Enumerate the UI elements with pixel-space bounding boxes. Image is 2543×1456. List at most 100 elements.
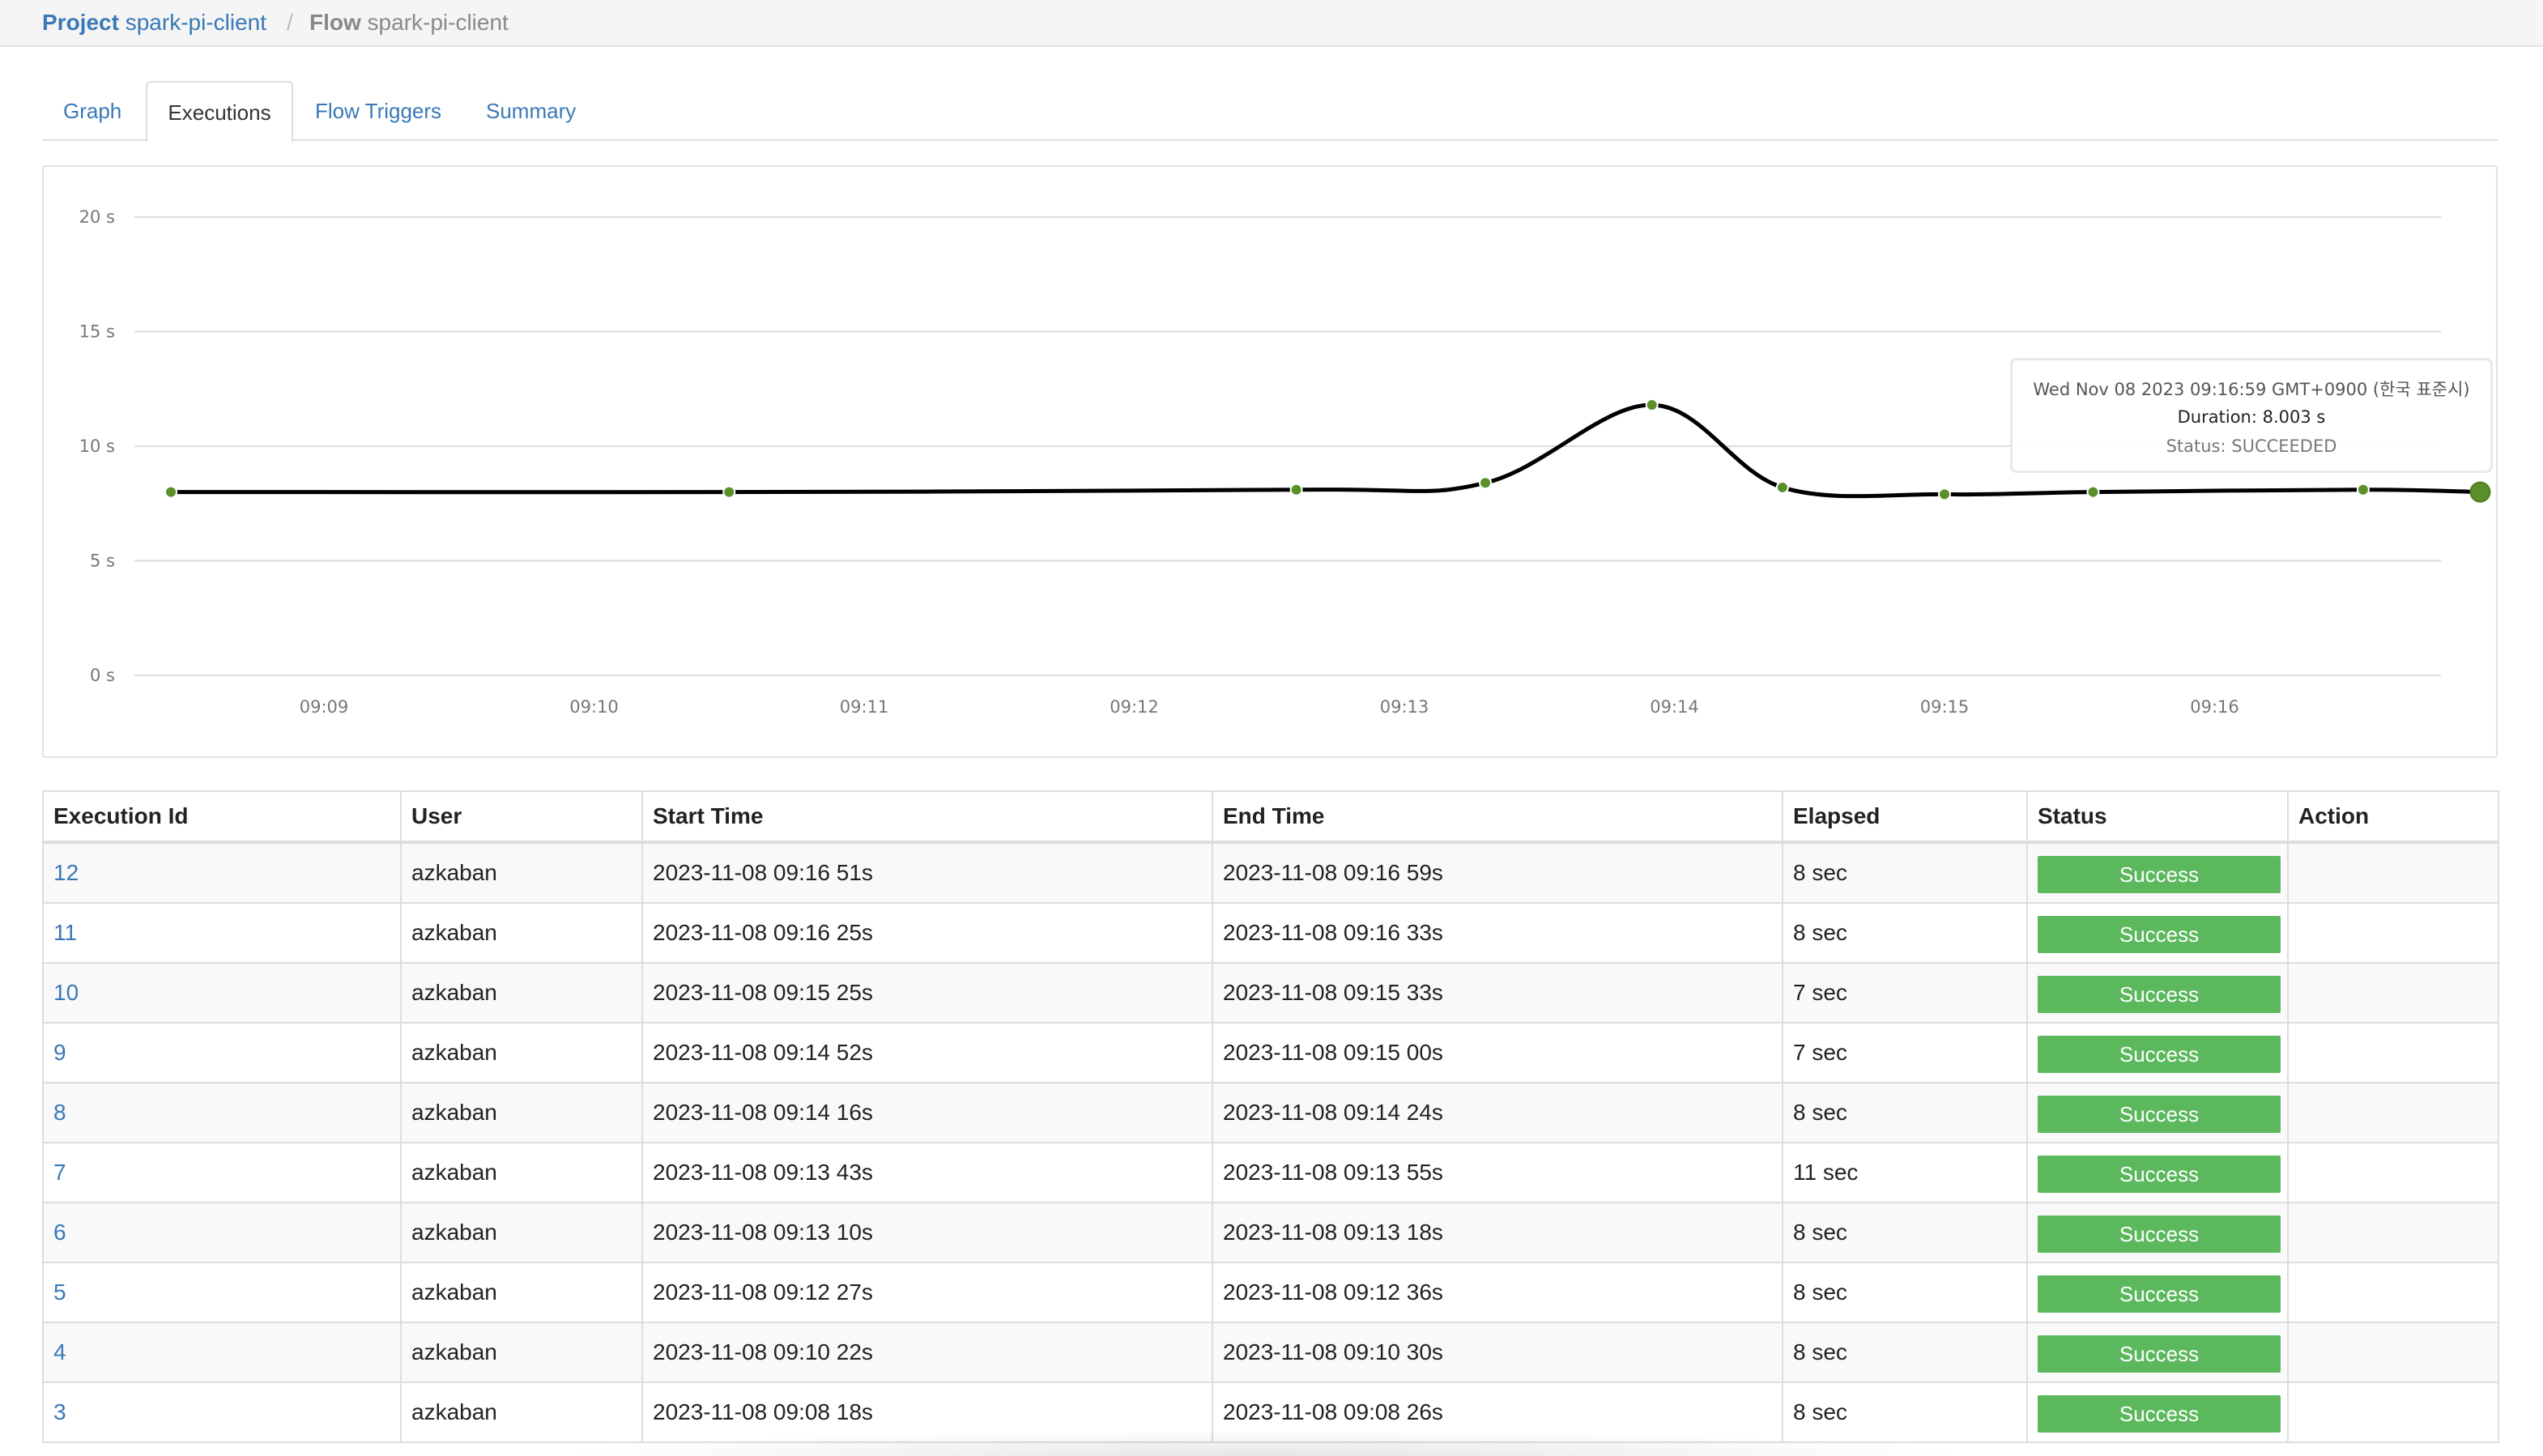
header-start-time[interactable]: Start Time	[641, 790, 1213, 844]
header-execution-id[interactable]: Execution Id	[42, 790, 402, 844]
elapsed-cell: 8 sec	[1793, 860, 1847, 885]
action-cell	[2287, 1262, 2499, 1323]
header-action[interactable]: Action	[2287, 790, 2499, 844]
elapsed-cell: 8 sec	[1782, 1202, 2028, 1263]
execution-id-link[interactable]: 8	[53, 1100, 66, 1125]
end-time-cell: 2023-11-08 09:16 59s	[1223, 860, 1443, 885]
status-cell: Success	[2026, 1381, 2289, 1443]
status-cell: Success	[2026, 1082, 2289, 1143]
execution-id-link[interactable]: 5	[53, 1279, 66, 1305]
x-tick-label: 09:09	[300, 697, 349, 717]
x-tick-label: 09:11	[840, 697, 889, 717]
table-row: 11 azkaban 2023-11-08 09:16 25s 2023-11-08 …	[42, 902, 2499, 964]
header-user[interactable]: User	[400, 790, 643, 844]
tab-executions[interactable]: Executions	[146, 81, 293, 143]
execution-id-link[interactable]: 12	[53, 860, 79, 885]
x-tick-label: 09:16	[2190, 697, 2239, 717]
action-cell	[2287, 1142, 2499, 1203]
elapsed-cell: 8 sec	[1782, 1082, 2028, 1143]
execution-id-cell: 4	[42, 1322, 402, 1383]
bottom-shadow	[551, 1430, 1976, 1456]
execution-id-cell: 7	[42, 1142, 402, 1203]
start-time-cell: 2023-11-08 09:10 22s	[653, 1339, 873, 1364]
header-end-time[interactable]: End Time	[1212, 790, 1783, 844]
start-time-cell: 2023-11-08 09:16 51s	[641, 841, 1213, 904]
user-cell: azkaban	[400, 1381, 643, 1443]
data-point	[2086, 485, 2100, 499]
tab-graph[interactable]: Graph	[63, 99, 122, 123]
user-cell: azkaban	[411, 1220, 497, 1245]
end-time-cell: 2023-11-08 09:15 00s	[1212, 1022, 1783, 1083]
start-time-cell: 2023-11-08 09:13 10s	[653, 1220, 873, 1245]
breadcrumb-separator: /	[287, 10, 293, 35]
data-point	[1645, 398, 1659, 412]
data-point	[164, 485, 178, 499]
tab-flow-triggers[interactable]: Flow Triggers	[315, 99, 442, 123]
start-time-cell: 2023-11-08 09:14 16s	[653, 1100, 873, 1125]
elapsed-cell: 7 sec	[1782, 1022, 2028, 1083]
elapsed-cell: 8 sec	[1793, 1399, 1847, 1424]
execution-id-link[interactable]: 10	[53, 980, 79, 1005]
elapsed-cell: 7 sec	[1782, 962, 2028, 1024]
user-cell: azkaban	[400, 962, 643, 1024]
execution-id-link[interactable]: 6	[53, 1220, 66, 1245]
header-elapsed[interactable]: Elapsed	[1782, 790, 2028, 844]
breadcrumb-project-label: Project	[42, 10, 119, 35]
execution-id-link[interactable]: 11	[53, 920, 78, 945]
execution-id-link[interactable]: 3	[53, 1399, 66, 1424]
end-time-cell: 2023-11-08 09:14 24s	[1212, 1082, 1783, 1143]
elapsed-cell: 8 sec	[1793, 1279, 1847, 1305]
status-cell: Success	[2026, 902, 2289, 964]
elapsed-cell: 7 sec	[1793, 980, 1847, 1005]
elapsed-cell: 8 sec	[1793, 1100, 1847, 1125]
user-cell: azkaban	[411, 1160, 497, 1185]
execution-id-link[interactable]: 9	[53, 1040, 66, 1065]
action-cell	[2287, 902, 2499, 964]
action-cell	[2287, 1381, 2499, 1443]
user-cell: azkaban	[400, 1202, 643, 1263]
y-tick-label: 20 s	[79, 207, 115, 227]
table-row: 5 azkaban 2023-11-08 09:12 27s 2023-11-08 0…	[42, 1262, 2499, 1323]
breadcrumb-project-link[interactable]: Project spark-pi-client	[42, 8, 266, 37]
status-cell: Success	[2026, 841, 2289, 904]
data-point	[722, 485, 736, 499]
table-row: 3 azkaban 2023-11-08 09:08 18s 2023-11-08 0…	[42, 1381, 2499, 1443]
execution-id-link[interactable]: 4	[53, 1339, 66, 1364]
breadcrumb: Project spark-pi-client / Flow spark-pi-…	[0, 0, 2543, 47]
status-badge: Success	[2038, 856, 2281, 893]
breadcrumb-flow: Flow spark-pi-client	[309, 8, 509, 37]
status-badge: Success	[2038, 1036, 2281, 1073]
user-cell: azkaban	[411, 1339, 497, 1364]
header-status[interactable]: Status	[2026, 790, 2289, 844]
status-cell: Success	[2026, 962, 2289, 1024]
elapsed-cell: 11 sec	[1793, 1160, 1859, 1185]
execution-id-link[interactable]: 7	[53, 1160, 66, 1185]
start-time-cell: 2023-11-08 09:16 25s	[653, 920, 873, 945]
end-time-cell: 2023-11-08 09:13 18s	[1212, 1202, 1783, 1263]
user-cell: azkaban	[400, 1142, 643, 1203]
start-time-cell: 2023-11-08 09:12 27s	[641, 1262, 1213, 1323]
y-tick-label: 15 s	[79, 322, 115, 342]
status-cell: Success	[2026, 1322, 2289, 1383]
user-cell: azkaban	[400, 1082, 643, 1143]
start-time-cell: 2023-11-08 09:10 22s	[641, 1322, 1213, 1383]
data-point	[1775, 480, 1789, 494]
status-badge: Success	[2038, 1215, 2281, 1253]
user-cell: azkaban	[400, 1262, 643, 1323]
tab-summary[interactable]: Summary	[486, 99, 577, 123]
user-cell: azkaban	[411, 1040, 497, 1065]
end-time-cell: 2023-11-08 09:12 36s	[1223, 1279, 1443, 1305]
start-time-cell: 2023-11-08 09:16 25s	[641, 902, 1213, 964]
end-time-cell: 2023-11-08 09:16 33s	[1212, 902, 1783, 964]
user-cell: azkaban	[411, 920, 497, 945]
execution-id-cell: 5	[42, 1262, 402, 1323]
end-time-cell: 2023-11-08 09:08 26s	[1223, 1399, 1443, 1424]
y-tick-label: 10 s	[79, 436, 115, 456]
elapsed-cell: 8 sec	[1782, 1381, 2028, 1443]
end-time-cell: 2023-11-08 09:13 18s	[1223, 1220, 1443, 1245]
start-time-cell: 2023-11-08 09:13 43s	[653, 1160, 873, 1185]
end-time-cell: 2023-11-08 09:14 24s	[1223, 1100, 1443, 1125]
x-tick-label: 09:12	[1110, 697, 1159, 717]
table-row: 12 azkaban 2023-11-08 09:16 51s 2023-11-08 …	[42, 841, 2499, 904]
user-cell: azkaban	[411, 1279, 497, 1305]
